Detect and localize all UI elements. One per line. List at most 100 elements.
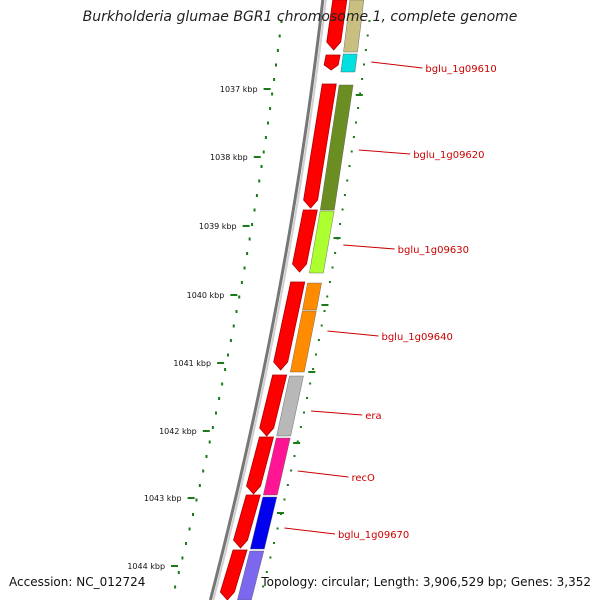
gene-label: bglu_1g09630 (398, 245, 469, 256)
gene-label: bglu_1g09640 (381, 332, 452, 343)
cog-block (263, 437, 291, 496)
label-leader (311, 410, 363, 416)
cds-arrow (259, 374, 288, 437)
cds-arrow (246, 436, 274, 495)
scale-dot (240, 281, 243, 284)
scale-dot (280, 20, 283, 23)
scale-dot (260, 165, 263, 168)
outer-dot (350, 150, 353, 153)
scale-dot (224, 368, 227, 371)
scale-dot (232, 324, 235, 328)
cds-track (219, 0, 348, 600)
outer-dot (296, 440, 299, 443)
outer-dot (339, 223, 342, 225)
outer-dot (361, 78, 364, 80)
scale-dot (211, 426, 214, 429)
cog-track (237, 0, 365, 600)
label-leader (297, 470, 349, 478)
scale-dot (243, 266, 246, 270)
gene-label: bglu_1g09670 (338, 530, 409, 541)
cds-arrow (326, 0, 348, 51)
cds-arrow (292, 209, 318, 273)
outer-dot (323, 310, 326, 312)
scale-dot (218, 397, 221, 400)
scale-dot (174, 585, 177, 589)
cog-block (340, 53, 358, 73)
scale-dot (273, 78, 276, 81)
scale-dot (202, 469, 205, 473)
scale-dot (181, 556, 184, 560)
scale-dot (258, 179, 261, 183)
cds-arrow (273, 281, 306, 371)
outer-dot (269, 556, 272, 559)
gene-label: bglu_1g09620 (413, 150, 484, 161)
outer-dot (368, 20, 371, 22)
outer-dot (326, 295, 329, 298)
scale-dot (195, 498, 198, 502)
label-leader (358, 149, 411, 155)
scale-dot (262, 150, 265, 154)
topology-text: Topology: circular; Length: 3,906,529 bp… (261, 575, 591, 589)
genome-backbone (208, 0, 327, 600)
cog-block (302, 282, 322, 311)
outer-dot (309, 382, 312, 385)
scale-dot (192, 513, 195, 516)
scale-tick-label: 1040 kbp (187, 291, 225, 300)
outer-dot (306, 397, 309, 399)
scale-dot (177, 571, 180, 574)
gene-label: bglu_1g09610 (425, 64, 496, 75)
outer-dot (334, 252, 337, 254)
scale-dot (274, 63, 277, 67)
scale-dot (246, 252, 249, 255)
backbone-line-outer (208, 0, 325, 600)
outer-dot (317, 339, 320, 341)
outer-dot (276, 527, 279, 530)
label-leader (371, 61, 423, 69)
scale-dot (276, 49, 279, 52)
scale-tick-label: 1044 kbp (127, 562, 165, 571)
outer-dot (355, 121, 358, 124)
outer-dot (293, 455, 296, 457)
outer-dot (346, 179, 349, 182)
scale-dot (229, 339, 232, 342)
label-leader (284, 527, 336, 535)
scale-tick-label: 1041 kbp (173, 359, 211, 368)
scale-dot (188, 527, 191, 531)
label-leader (327, 330, 379, 337)
cog-block (343, 0, 365, 53)
gene-label: era (365, 411, 381, 422)
outer-dot (286, 484, 289, 486)
outer-dot (348, 165, 351, 167)
scale-dot (267, 121, 270, 125)
map-title: Burkholderia glumae BGR1 chromosome 1, c… (82, 9, 518, 25)
scale-dot (269, 107, 272, 110)
scale-tick-label: 1037 kbp (220, 85, 258, 94)
scale-dot (198, 484, 201, 487)
scale-dot (251, 223, 254, 226)
cds-arrow (323, 54, 341, 71)
scale-dot (253, 208, 256, 212)
outer-dot (343, 194, 346, 196)
scale-dot (248, 237, 251, 241)
outer-dot (320, 324, 323, 327)
backbone-line-inner (212, 0, 327, 600)
outer-dot (341, 208, 344, 211)
scale-dot (185, 542, 188, 545)
scale-dots (174, 20, 371, 589)
outer-dot (359, 92, 362, 95)
outer-dot (283, 498, 286, 501)
outer-dot (262, 585, 265, 588)
cog-block (250, 496, 278, 550)
outer-dot (366, 34, 369, 37)
outer-dot (357, 107, 360, 109)
scale-dot (235, 310, 238, 313)
scale-tick-label: 1039 kbp (199, 222, 237, 231)
scale-tick-label: 1043 kbp (144, 494, 182, 503)
scale-dot (215, 411, 218, 415)
scale-dot (208, 440, 211, 444)
scale-tick-label: 1038 kbp (210, 153, 248, 162)
outer-dot (290, 469, 293, 472)
cds-arrow (233, 494, 261, 549)
accession-text: Accession: NC_012724 (9, 575, 146, 589)
